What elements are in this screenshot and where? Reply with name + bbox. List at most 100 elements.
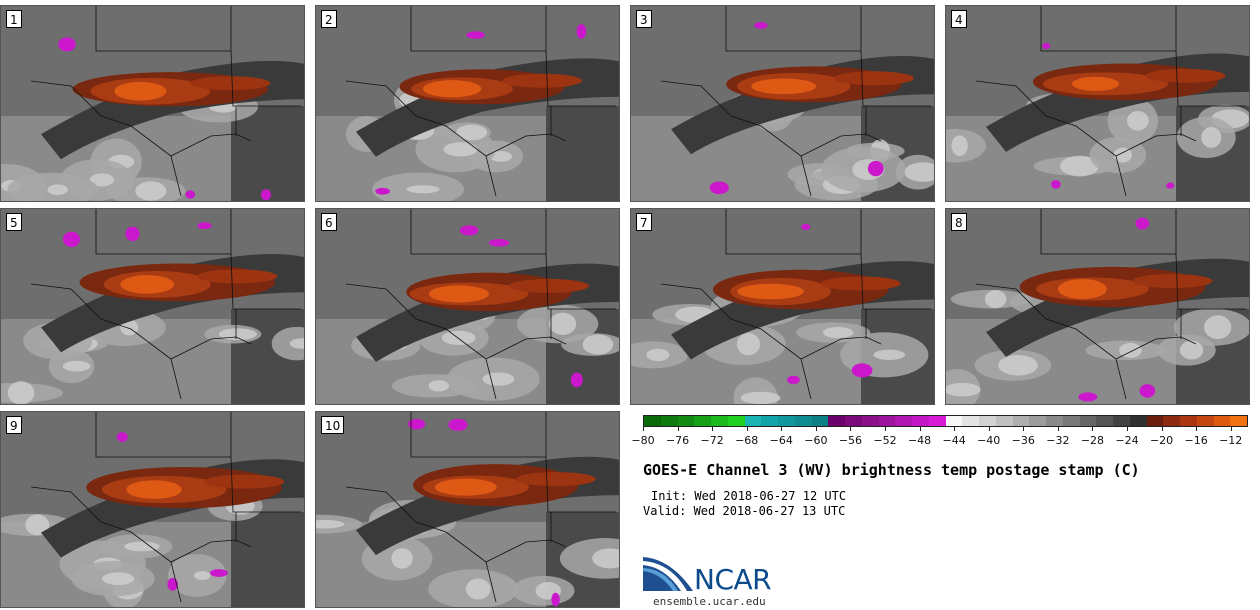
colorbar-tick bbox=[1023, 427, 1025, 431]
member-number-label: 3 bbox=[636, 10, 652, 28]
colorbar-segment bbox=[711, 416, 728, 426]
colorbar-tick-label: −76 bbox=[665, 434, 690, 447]
member-panel: 9 bbox=[0, 411, 305, 608]
member-panel: 4 bbox=[945, 5, 1250, 202]
colorbar-tick bbox=[1161, 427, 1163, 431]
colorbar-segment bbox=[1146, 416, 1164, 426]
member-panel: 6 bbox=[315, 208, 620, 405]
colorbar-segment bbox=[995, 416, 1013, 426]
colorbar-segment bbox=[644, 416, 661, 426]
colorbar-tick bbox=[712, 427, 714, 431]
ncar-wordmark: NCAR bbox=[694, 563, 772, 596]
colorbar-segment bbox=[979, 416, 996, 426]
colorbar-segment bbox=[744, 416, 762, 426]
colorbar-segment bbox=[1113, 416, 1130, 426]
colorbar-tick-label: −28 bbox=[1080, 434, 1105, 447]
colorbar-segment bbox=[1180, 416, 1197, 426]
colorbar-tick bbox=[1230, 427, 1232, 431]
colorbar-segment bbox=[1196, 416, 1214, 426]
colorbar-tick-label: −40 bbox=[977, 434, 1001, 447]
colorbar-tick-label: −32 bbox=[1046, 434, 1070, 447]
colorbar-segment bbox=[945, 416, 963, 426]
colorbar-tick-label: −48 bbox=[907, 434, 932, 447]
valid-time: Valid: Wed 2018-06-27 13 UTC bbox=[643, 504, 846, 518]
colorbar-segment bbox=[828, 416, 845, 426]
wv-field-map bbox=[1, 209, 304, 404]
member-panel: 7 bbox=[630, 208, 935, 405]
colorbar-segment bbox=[928, 416, 946, 426]
colorbar-tick-label: −16 bbox=[1184, 434, 1208, 447]
colorbar-segment bbox=[761, 416, 778, 426]
colorbar-tick bbox=[746, 427, 748, 431]
colorbar-tick bbox=[1196, 427, 1198, 431]
colorbar-segment bbox=[1096, 416, 1113, 426]
colorbar-tick bbox=[919, 427, 921, 431]
colorbar-tick-label: −64 bbox=[769, 434, 793, 447]
colorbar-segment bbox=[1129, 416, 1147, 426]
colorbar-tick bbox=[850, 427, 852, 431]
wv-field-map bbox=[631, 209, 934, 404]
source-url: ensemble.ucar.edu bbox=[653, 595, 766, 608]
member-panel: 10 bbox=[315, 411, 620, 608]
colorbar-tick-label: −44 bbox=[942, 434, 966, 447]
wv-field-map bbox=[631, 6, 934, 201]
member-panel: 2 bbox=[315, 5, 620, 202]
wv-field-map bbox=[946, 209, 1249, 404]
member-number-label: 4 bbox=[951, 10, 967, 28]
colorbar-tick-label: −72 bbox=[700, 434, 724, 447]
colorbar-segment bbox=[1230, 416, 1247, 426]
member-number-label: 2 bbox=[321, 10, 337, 28]
colorbar-segment bbox=[811, 416, 829, 426]
member-number-label: 9 bbox=[6, 416, 22, 434]
colorbar-segment bbox=[677, 416, 695, 426]
colorbar-tick-label: −60 bbox=[804, 434, 828, 447]
wv-field-map bbox=[1, 6, 304, 201]
member-number-label: 8 bbox=[951, 213, 967, 231]
ncar-logo-icon bbox=[643, 557, 693, 591]
colorbar-tick-label: −36 bbox=[1011, 434, 1035, 447]
colorbar-tick bbox=[643, 427, 644, 431]
colorbar-segment bbox=[778, 416, 795, 426]
member-panel: 1 bbox=[0, 5, 305, 202]
wv-field-map bbox=[316, 6, 619, 201]
member-number-label: 7 bbox=[636, 213, 652, 231]
colorbar-segment bbox=[660, 416, 678, 426]
member-number-label: 10 bbox=[321, 416, 345, 434]
colorbar-segment bbox=[1213, 416, 1231, 426]
colorbar-segment bbox=[845, 416, 862, 426]
colorbar-tick-label: −68 bbox=[735, 434, 759, 447]
member-panel: 5 bbox=[0, 208, 305, 405]
wv-field-map bbox=[316, 209, 619, 404]
member-panel: 3 bbox=[630, 5, 935, 202]
colorbar-segment bbox=[1012, 416, 1030, 426]
colorbar-tick-label: −80 bbox=[631, 434, 655, 447]
colorbar-tick bbox=[885, 427, 886, 431]
colorbar-segment bbox=[895, 416, 912, 426]
colorbar-segment bbox=[1046, 416, 1063, 426]
colorbar-segment bbox=[1029, 416, 1046, 426]
colorbar-tick bbox=[815, 427, 817, 431]
colorbar-tick bbox=[677, 427, 679, 431]
colorbar-segment bbox=[861, 416, 879, 426]
colorbar-segment bbox=[694, 416, 711, 426]
colorbar-segment bbox=[912, 416, 929, 426]
colorbar-segment bbox=[1163, 416, 1180, 426]
colorbar-ticks: −80 −76 −72 −68 −64 −60 −56 −52 −48 −44 −40 −36 −32−… bbox=[631, 427, 1248, 447]
colorbar-segment bbox=[1079, 416, 1097, 426]
member-panel: 8 bbox=[945, 208, 1250, 405]
colorbar-tick-label: −52 bbox=[873, 434, 897, 447]
colorbar-tick-label: −24 bbox=[1115, 434, 1139, 447]
colorbar bbox=[643, 415, 1248, 427]
chart-title: GOES-E Channel 3 (WV) brightness temp po… bbox=[643, 461, 1140, 479]
colorbar-tick bbox=[1127, 427, 1128, 431]
wv-field-map bbox=[946, 6, 1249, 201]
colorbar-tick bbox=[781, 427, 783, 431]
colorbar-tick bbox=[1057, 427, 1059, 431]
colorbar-segment bbox=[878, 416, 896, 426]
colorbar-segment bbox=[962, 416, 979, 426]
colorbar-segment bbox=[794, 416, 812, 426]
colorbar-tick-label: −20 bbox=[1149, 434, 1174, 447]
wv-field-map bbox=[1, 412, 304, 607]
colorbar-tick bbox=[954, 427, 956, 431]
colorbar-tick bbox=[988, 427, 990, 431]
